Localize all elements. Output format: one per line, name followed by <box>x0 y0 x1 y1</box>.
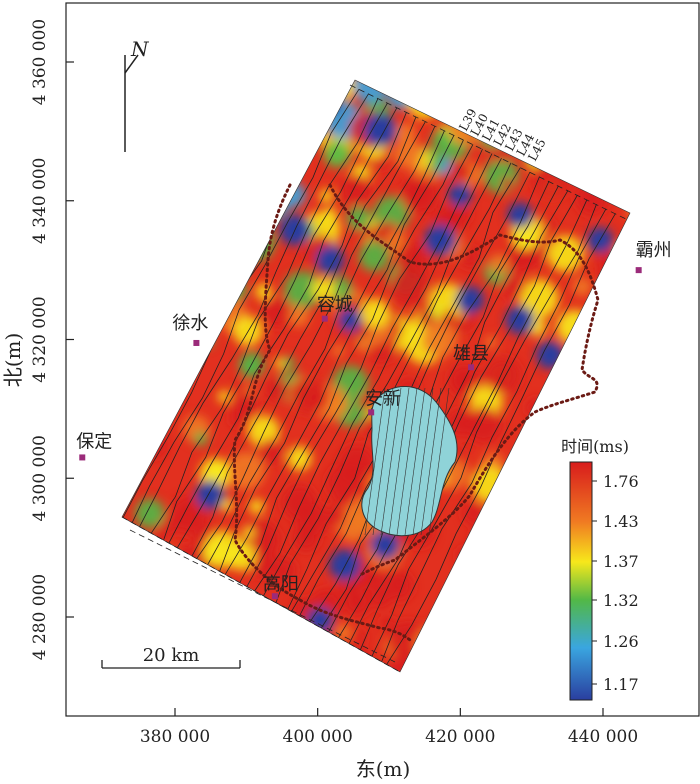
place-marker <box>321 315 328 322</box>
legend-label: 1.37 <box>603 552 639 571</box>
place-label: 容城 <box>317 295 353 316</box>
place-label: 高阳 <box>263 574 299 595</box>
place-label: 徐水 <box>172 313 208 334</box>
y-tick-label: 4 300 000 <box>30 435 50 522</box>
place-label: 霸州 <box>636 240 672 261</box>
y-tick-label: 4 280 000 <box>30 574 50 661</box>
legend-colorbar <box>569 461 593 701</box>
y-axis: 4 360 000 4 340 000 4 320 000 4 300 000 4 28… <box>30 19 74 661</box>
legend-label: 1.32 <box>603 591 639 610</box>
legend: 时间(ms) 1.76 1.43 1.37 1.32 1.26 1.17 <box>561 437 639 701</box>
x-axis: 380 000 400 000 420 000 440 000 <box>140 708 638 747</box>
place-marker <box>79 454 86 461</box>
survey-tracks <box>121 84 629 673</box>
y-tick-label: 4 340 000 <box>30 157 50 244</box>
legend-label: 1.76 <box>603 472 639 491</box>
place-marker <box>468 364 475 371</box>
x-axis-label: 东(m) <box>356 757 411 781</box>
x-tick-label: 440 000 <box>568 727 638 747</box>
county-boundary <box>232 183 600 642</box>
place-marker <box>368 409 375 416</box>
place-marker <box>635 267 642 274</box>
plot-frame <box>65 2 700 717</box>
place-label: 保定 <box>76 431 112 452</box>
lake-survey-lines <box>364 387 450 536</box>
x-tick-label: 400 000 <box>283 727 353 747</box>
place-marker <box>271 593 278 600</box>
baiyangdian-lake <box>361 385 458 537</box>
y-tick-label: 4 320 000 <box>30 296 50 383</box>
y-axis-label: 北(m) <box>1 333 25 388</box>
place-label: 雄县 <box>453 343 489 364</box>
legend-title: 时间(ms) <box>561 437 629 456</box>
survey-outline <box>121 79 631 673</box>
north-label: N <box>130 37 150 61</box>
scale-bar: 20 km <box>101 645 241 669</box>
legend-label: 1.43 <box>603 512 639 531</box>
place-marker <box>193 339 200 346</box>
scale-bar-label: 20 km <box>143 645 200 666</box>
north-arrow: N <box>124 37 150 152</box>
place-label: 安新 <box>365 388 401 409</box>
legend-label: 1.26 <box>603 632 639 651</box>
legend-label: 1.17 <box>603 675 639 694</box>
x-tick-label: 420 000 <box>425 727 495 747</box>
x-tick-label: 380 000 <box>140 727 210 747</box>
y-tick-label: 4 360 000 <box>30 19 50 106</box>
